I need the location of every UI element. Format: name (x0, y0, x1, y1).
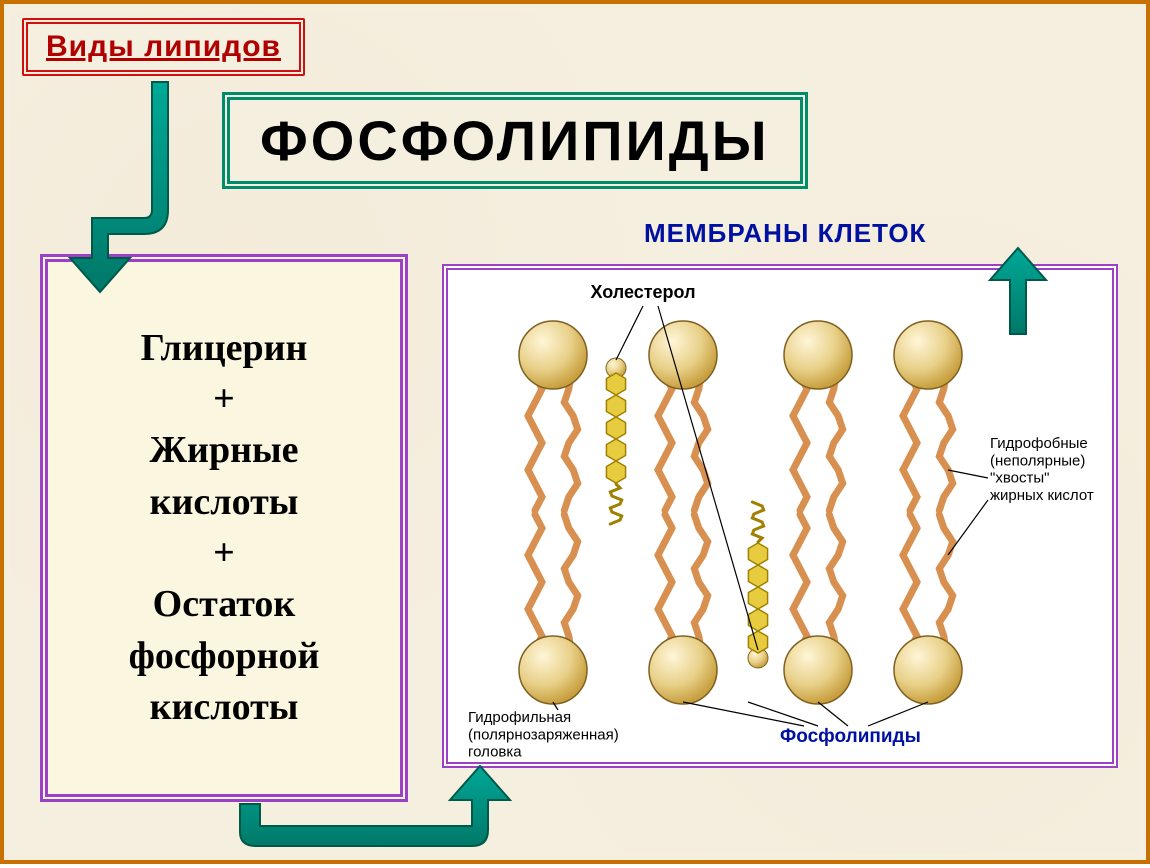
svg-text:Холестерол: Холестерол (590, 282, 695, 302)
title-box: ФОСФОЛИПИДЫ (222, 92, 808, 189)
header-box: Виды липидов (22, 18, 305, 76)
subtitle-text: МЕМБРАНЫ КЛЕТОК (644, 218, 926, 249)
title-text: ФОСФОЛИПИДЫ (260, 109, 770, 172)
membrane-diagram: Холестерол Гидрофобные(неполярные)"хвосты… (448, 270, 1112, 762)
slide: Виды липидов ФОСФОЛИПИДЫ МЕМБРАНЫ КЛЕТОК… (0, 0, 1150, 864)
composition-text: Глицерин+Жирныекислоты+Остатокфосфорнойк… (129, 323, 320, 733)
membrane-diagram-box: Холестерол Гидрофобные(неполярные)"хвосты… (442, 264, 1118, 768)
svg-text:Гидрофобные(неполярные)"хвосты: Гидрофобные(неполярные)"хвосты"жирных ки… (990, 435, 1094, 504)
composition-box: Глицерин+Жирныекислоты+Остатокфосфорнойк… (40, 254, 408, 802)
svg-text:Фосфолипиды: Фосфолипиды (780, 726, 921, 747)
svg-text:Гидрофильная(полярнозаряженная: Гидрофильная(полярнозаряженная)головка (468, 709, 619, 761)
header-text: Виды липидов (46, 30, 281, 63)
